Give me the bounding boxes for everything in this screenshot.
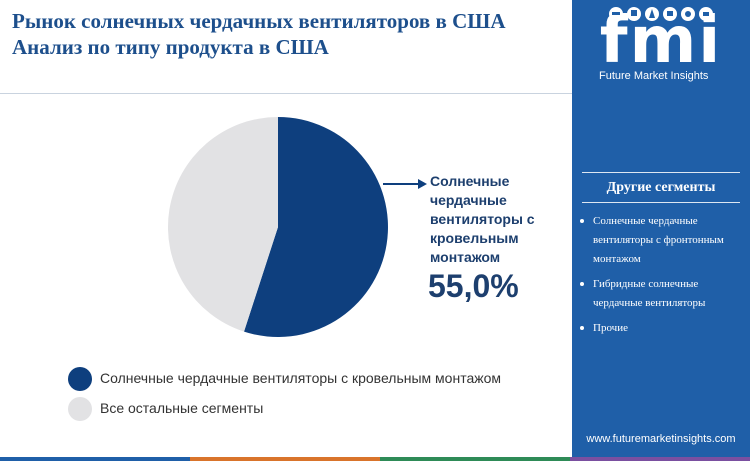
legend-swatch-roof-mounted — [68, 367, 92, 391]
annotation-value: 55,0% — [428, 268, 519, 304]
website-url[interactable]: www.futuremarketinsights.com — [586, 433, 736, 445]
sidebar-heading: Другие сегменты — [606, 180, 716, 195]
brand-tagline: Future Market Insights — [599, 70, 709, 82]
bottom-bar-segment — [0, 457, 190, 461]
other-segments-list: Солнечные чердачные вентиляторы с фронто… — [578, 212, 744, 344]
title-line-2: Анализ по типу продукта в США — [12, 35, 329, 59]
bottom-bar-segment — [570, 457, 750, 461]
list-item: Прочие — [578, 319, 744, 338]
fmi-logo: fmi Future Market Insights — [572, 0, 750, 88]
pie-slice-others — [167, 117, 278, 332]
sidebar-divider-bottom — [582, 202, 740, 203]
bottom-bar-segment — [380, 457, 570, 461]
title-line-1: Рынок солнечных чердачных вентиляторов в… — [12, 9, 506, 33]
list-item: Солнечные чердачные вентиляторы с фронто… — [578, 212, 744, 269]
legend-label-roof-mounted: Солнечные чердачные вентиляторы с кровел… — [100, 370, 502, 386]
legend-swatch-others — [68, 397, 92, 421]
sidebar-divider-top — [582, 172, 740, 173]
header-divider — [0, 93, 572, 94]
annotation-label: Солнечные чердачные вентиляторы с кровел… — [430, 173, 535, 265]
sidebar: fmi Future Market Insights Другие сегмен… — [572, 0, 750, 461]
annotation-arrow-head — [418, 179, 427, 189]
fmi-logo-mark: fmi — [600, 4, 720, 78]
pie-slice-roof-mounted — [244, 117, 388, 337]
page-title: Рынок солнечных чердачных вентиляторов в… — [12, 8, 567, 60]
legend-label-others: Все остальные сегменты — [100, 400, 264, 416]
list-item: Гибридные солнечные чердачные вентилятор… — [578, 275, 744, 313]
pie-chart — [167, 117, 427, 337]
bottom-bar-segment — [190, 457, 380, 461]
